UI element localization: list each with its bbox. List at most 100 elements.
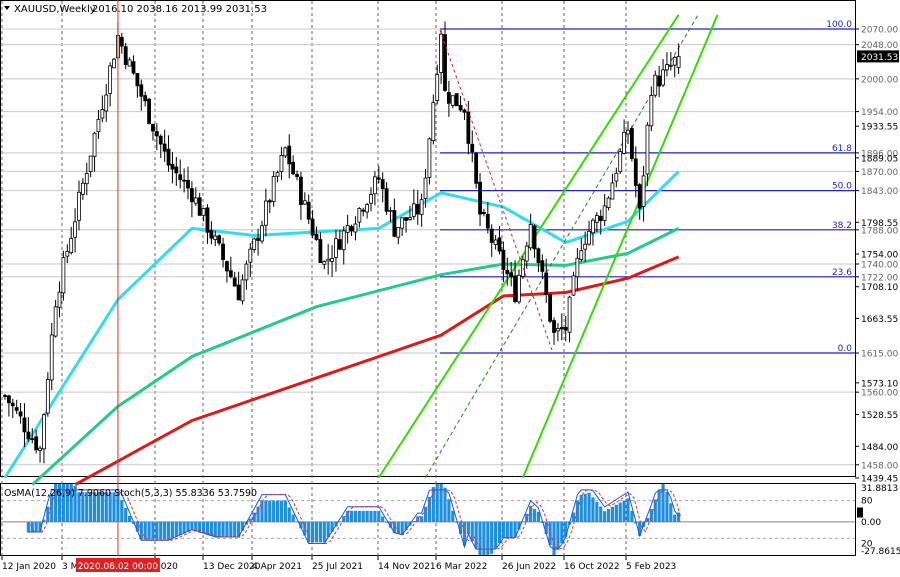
candle-body	[598, 215, 603, 221]
osma-bar	[665, 491, 669, 522]
candle-body	[3, 395, 7, 397]
osma-bar	[661, 484, 665, 522]
osma-bar	[30, 521, 34, 533]
candle-body	[668, 64, 673, 67]
candle-body	[232, 277, 237, 287]
time-label: 14 Nov 2021	[378, 562, 436, 572]
current-price-box	[857, 50, 899, 63]
candle-body	[556, 328, 560, 332]
candle-body	[314, 233, 319, 240]
price-label: 1458.00	[861, 461, 898, 471]
osma-bar	[420, 516, 424, 522]
osma-bar	[116, 492, 120, 522]
moving-average-line	[74, 255, 680, 487]
osma-bar	[42, 519, 46, 522]
candle-body	[299, 176, 303, 205]
osma-bar	[353, 510, 358, 522]
candle-body	[162, 143, 167, 152]
candle-body	[649, 95, 654, 127]
fib-level-label: 23.6	[832, 268, 852, 278]
osma-bar	[591, 497, 595, 522]
price-label: 1439.45	[861, 475, 898, 485]
candle-body	[135, 73, 140, 87]
osma-bar	[501, 521, 505, 538]
osma-bar	[194, 521, 198, 532]
channel-line	[521, 14, 719, 479]
time-label: 2020	[155, 562, 178, 572]
candle-body	[10, 402, 15, 407]
osma-bar	[610, 506, 615, 522]
osma-bar	[532, 508, 537, 522]
price-label: 1933.55	[861, 123, 898, 133]
osma-bar	[513, 521, 517, 538]
candle-body	[337, 239, 342, 250]
osma-bar	[307, 521, 311, 543]
osma-bar	[166, 521, 171, 540]
candle-body	[446, 92, 451, 104]
osma-bar	[299, 521, 303, 529]
candle-body	[334, 238, 338, 258]
candle-body	[119, 36, 124, 47]
fib-level-label: 0.0	[838, 344, 853, 354]
candle-body	[470, 143, 475, 153]
osma-bar	[279, 500, 284, 522]
candle-body	[318, 239, 323, 263]
candle-body	[380, 179, 385, 190]
candle-body	[665, 64, 669, 71]
candle-body	[84, 173, 89, 185]
candle-body	[559, 327, 564, 330]
fib-level-label: 61.8	[832, 144, 852, 154]
candle-body	[45, 379, 50, 414]
price-label: 1889.05	[861, 154, 898, 164]
candle-body	[509, 272, 514, 278]
menu-triangle-icon[interactable]	[4, 6, 10, 10]
osma-bar	[595, 501, 599, 522]
fibonacci-levels: 100.0 61.8 50.0 38.2 23.6 0.0	[440, 20, 855, 354]
osma-bar	[295, 521, 299, 523]
candle-body	[330, 258, 334, 262]
candle-body	[544, 272, 549, 295]
channel-line	[425, 14, 699, 478]
osma-bar	[318, 521, 322, 543]
osma-bar	[638, 521, 642, 536]
candle-body	[454, 93, 459, 107]
candle-body	[38, 447, 42, 451]
candle-body	[104, 94, 109, 112]
candle-body	[672, 57, 677, 66]
candle-body	[411, 203, 416, 217]
candle-body	[225, 261, 229, 272]
osma-bar	[85, 492, 89, 522]
candle-body	[450, 95, 455, 106]
osma-bar	[474, 521, 478, 549]
osma-bar	[587, 492, 591, 522]
candle-body	[645, 124, 650, 175]
osma-bar	[451, 510, 455, 522]
osma-bar	[443, 487, 447, 522]
price-label: 1954.00	[861, 108, 898, 118]
candle-body	[653, 74, 658, 96]
osma-bar	[338, 521, 342, 523]
osma-bar	[626, 498, 630, 522]
osma-bar	[494, 521, 498, 549]
osma-bar	[248, 518, 252, 522]
osma-bar	[412, 521, 416, 522]
time-label: 25 Jul 2021	[312, 562, 363, 572]
osma-bar	[73, 485, 77, 522]
candle-body	[57, 291, 62, 308]
osma-bar	[404, 521, 408, 531]
osma-bar	[120, 500, 124, 522]
osma-bar	[229, 521, 233, 537]
candle-body	[462, 109, 467, 113]
osma-bar	[509, 521, 513, 538]
candle-body	[80, 182, 85, 195]
candle-body	[373, 176, 377, 195]
osma-bar	[96, 492, 101, 522]
osma-bar	[322, 521, 326, 543]
osma-bar	[525, 513, 529, 522]
price-label: 1484.00	[861, 443, 898, 453]
candle-body	[42, 414, 46, 450]
osma-bar	[54, 484, 58, 522]
osma-bar	[209, 521, 213, 536]
candle-body	[271, 176, 276, 202]
